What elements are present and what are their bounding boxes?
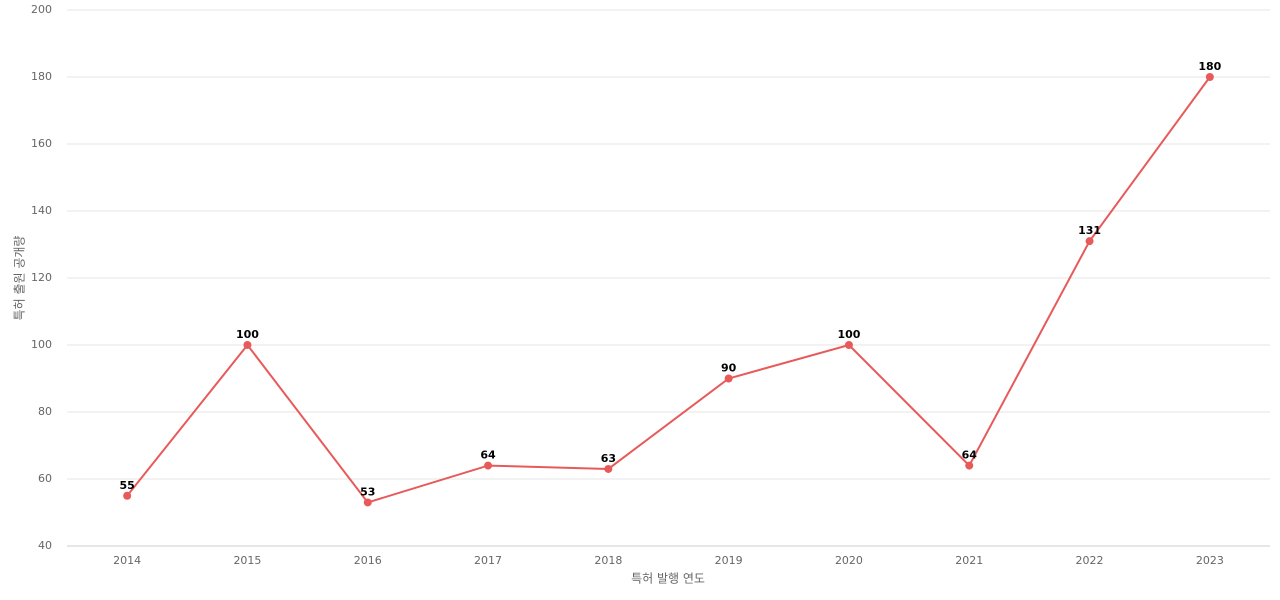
x-tick-label: 2017: [474, 554, 502, 567]
value-label: 100: [236, 328, 259, 341]
y-tick-label: 160: [31, 137, 52, 150]
point: [484, 461, 493, 470]
point: [243, 341, 252, 349]
x-tick-label: 2020: [835, 554, 863, 567]
point: [965, 461, 974, 470]
x-tick-label: 2014: [113, 554, 141, 567]
y-tick-label: 40: [38, 539, 52, 552]
y-tick-label: 100: [31, 338, 52, 351]
x-tick-label: 2023: [1196, 554, 1224, 567]
point: [123, 491, 132, 500]
point: [844, 341, 853, 349]
y-tick-label: 80: [38, 405, 52, 418]
value-label: 100: [837, 328, 860, 341]
point: [1085, 237, 1094, 246]
point: [724, 374, 733, 383]
value-label: 180: [1198, 60, 1221, 73]
x-tick-label: 2021: [955, 554, 983, 567]
x-tick-label: 2016: [354, 554, 382, 567]
value-label: 63: [601, 452, 616, 465]
point: [363, 498, 372, 507]
x-tick-label: 2019: [715, 554, 743, 567]
value-label: 64: [480, 449, 496, 462]
value-label: 64: [962, 449, 978, 462]
value-label: 55: [119, 479, 134, 492]
point: [1205, 73, 1214, 81]
x-axis-label: 특허 발행 연도: [631, 571, 705, 586]
y-tick-label: 180: [31, 70, 52, 83]
point: [604, 464, 613, 473]
y-tick-label: 120: [31, 271, 52, 284]
line: [126, 76, 1211, 504]
value-label: 131: [1078, 224, 1101, 237]
value-label: 90: [721, 362, 737, 375]
y-tick-label: 200: [31, 3, 52, 16]
x-tick-label: 2018: [594, 554, 622, 567]
y-tick-label: 60: [38, 472, 52, 485]
value-label: 53: [360, 485, 375, 498]
x-tick-label: 2015: [233, 554, 261, 567]
y-axis-label: 특허 출원 공개량: [13, 236, 27, 321]
y-tick-label: 140: [31, 204, 52, 217]
x-tick-label: 2022: [1076, 554, 1104, 567]
